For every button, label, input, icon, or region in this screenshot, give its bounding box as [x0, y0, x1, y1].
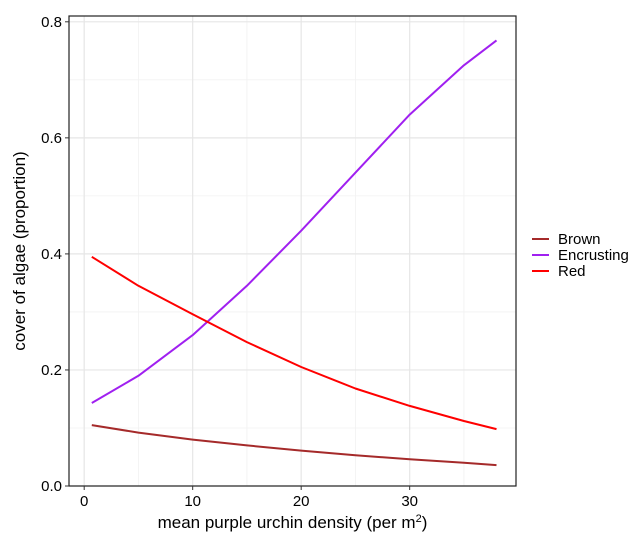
plot-border	[68, 15, 517, 487]
x-tick-label: 20	[293, 493, 310, 510]
y-axis: 0.0 0.2 0.4 0.6 0.8	[41, 14, 69, 495]
x-axis-title-superscript: 2	[416, 513, 422, 525]
x-tick-label: 0	[80, 493, 88, 510]
major-grid	[69, 16, 516, 487]
x-axis-title-suffix: )	[422, 513, 428, 532]
series-layer	[91, 39, 498, 467]
plot-panel	[69, 16, 516, 486]
legend-label-encrusting: Encrusting	[558, 247, 629, 264]
x-axis-title-main: mean purple urchin density (per m	[158, 513, 416, 532]
y-tick-label: 0.0	[41, 478, 62, 495]
y-axis-title: cover of algae (proportion)	[10, 151, 29, 350]
y-tick-label: 0.6	[41, 130, 62, 147]
series-line-brown	[91, 424, 497, 467]
legend-label-brown: Brown	[558, 231, 601, 248]
series-line-encrusting	[91, 39, 498, 404]
x-axis-title: mean purple urchin density (per m2)	[158, 513, 428, 532]
series-line-red	[91, 255, 497, 431]
y-tick-label: 0.2	[41, 362, 62, 379]
y-tick-label: 0.4	[41, 246, 62, 263]
legend-label-red: Red	[558, 263, 586, 280]
x-tick-label: 30	[401, 493, 418, 510]
x-tick-label: 10	[184, 493, 201, 510]
y-tick-label: 0.8	[41, 14, 62, 31]
x-axis: 0 10 20 30	[80, 486, 418, 510]
minor-grid	[69, 16, 516, 486]
